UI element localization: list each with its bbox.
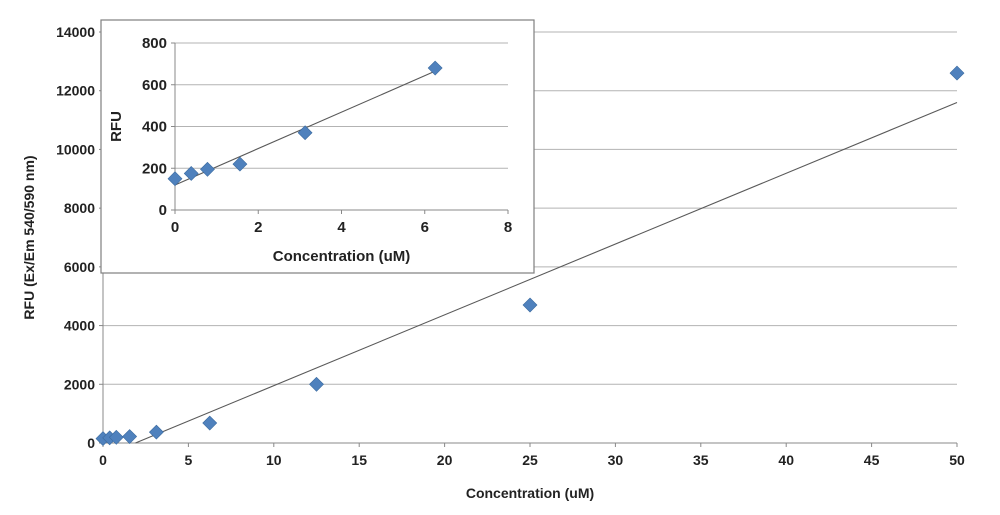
main-x-tick-label-40: 40: [778, 452, 794, 468]
inset-chart: 0 200 400 600 800 0 2 4 6 8 Concentration (uM) RFU: [100, 19, 535, 274]
inset-x-tick-label-4: 4: [337, 219, 346, 236]
main-x-tick-label-45: 45: [864, 452, 880, 468]
main-y-tick-label-6000: 6000: [64, 259, 95, 275]
main-x-tick-label-20: 20: [437, 452, 453, 468]
main-x-tick-label-15: 15: [351, 452, 367, 468]
main-x-tick-label-10: 10: [266, 452, 282, 468]
main-data-point-8: [949, 65, 965, 81]
inset-data-point-4: [297, 125, 313, 141]
main-y-tick-label-4000: 4000: [64, 318, 95, 334]
main-y-tick-label-12000: 12000: [56, 83, 95, 99]
inset-y-tick-label-0: 0: [159, 202, 167, 219]
main-y-axis-title: RFU (Ex/Em 540/590 nm): [21, 155, 37, 319]
inset-x-tick-label-2: 2: [254, 219, 262, 236]
main-x-tick-label-35: 35: [693, 452, 709, 468]
main-y-tick-label-14000: 14000: [56, 24, 95, 40]
inset-x-axis-title: Concentration (uM): [273, 248, 410, 265]
inset-y-axis-title: RFU: [108, 111, 125, 142]
main-y-tick-label-2000: 2000: [64, 376, 95, 392]
main-x-tick-label-5: 5: [185, 452, 193, 468]
inset-x-tick-label-0: 0: [171, 219, 179, 236]
main-x-tick-label-0: 0: [99, 452, 107, 468]
inset-y-tick-label-400: 400: [142, 119, 167, 136]
main-y-tick-label-0: 0: [87, 435, 95, 451]
main-y-tick-label-8000: 8000: [64, 200, 95, 216]
main-data-point-7: [522, 297, 538, 313]
main-x-tick-label-50: 50: [949, 452, 965, 468]
main-data-point-5: [202, 415, 218, 431]
inset-y-tick-label-600: 600: [142, 77, 167, 94]
inset-data-point-0: [167, 171, 183, 187]
inset-y-tick-label-800: 800: [142, 35, 167, 52]
inset-data-point-2: [200, 161, 215, 177]
main-x-tick-label-25: 25: [522, 452, 538, 468]
main-x-axis-title: Concentration (uM): [466, 485, 594, 501]
inset-x-tick-label-8: 8: [504, 219, 512, 236]
main-trendline: [135, 101, 958, 444]
inset-data-point-1: [183, 166, 199, 181]
main-data-point-6: [309, 376, 324, 392]
inset-frame: [100, 19, 535, 274]
main-x-tick-label-30: 30: [608, 452, 624, 468]
main-y-tick-label-10000: 10000: [56, 141, 95, 157]
main-data-point-4: [148, 424, 164, 440]
inset-data-point-3: [232, 156, 248, 172]
main-data-point-2: [108, 429, 124, 445]
main-data-point-3: [122, 429, 138, 444]
inset-x-tick-label-6: 6: [421, 219, 429, 236]
inset-data-point-5: [427, 60, 443, 76]
inset-y-tick-label-200: 200: [142, 160, 167, 177]
